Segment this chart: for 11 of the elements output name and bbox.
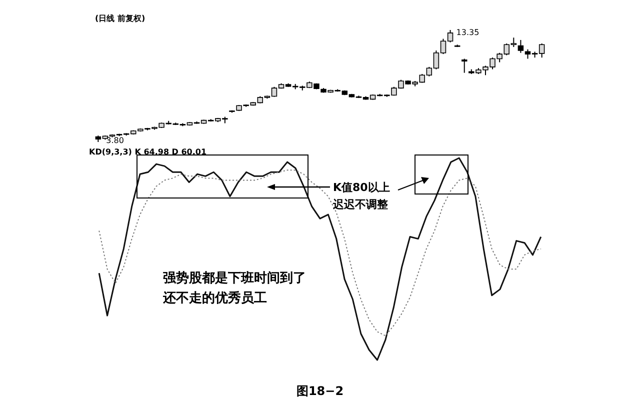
chart-title: KD(9,3,3) K 64.98 D 60.01 xyxy=(89,147,207,156)
annotation: 还不走的优秀员工 xyxy=(162,290,267,306)
chart-title: (日线 前复权) xyxy=(95,14,146,23)
annotation: 13.35 xyxy=(456,28,480,37)
annotation: 迟迟不调整 xyxy=(332,198,389,211)
annotation: 3.80 xyxy=(106,136,124,145)
caption: 图18−2 xyxy=(296,384,344,398)
annotation: K值80以上 xyxy=(333,181,390,194)
candlestick xyxy=(462,58,468,74)
candlestick xyxy=(518,39,524,54)
annotation: 强势股都是下班时间到了 xyxy=(163,270,306,286)
